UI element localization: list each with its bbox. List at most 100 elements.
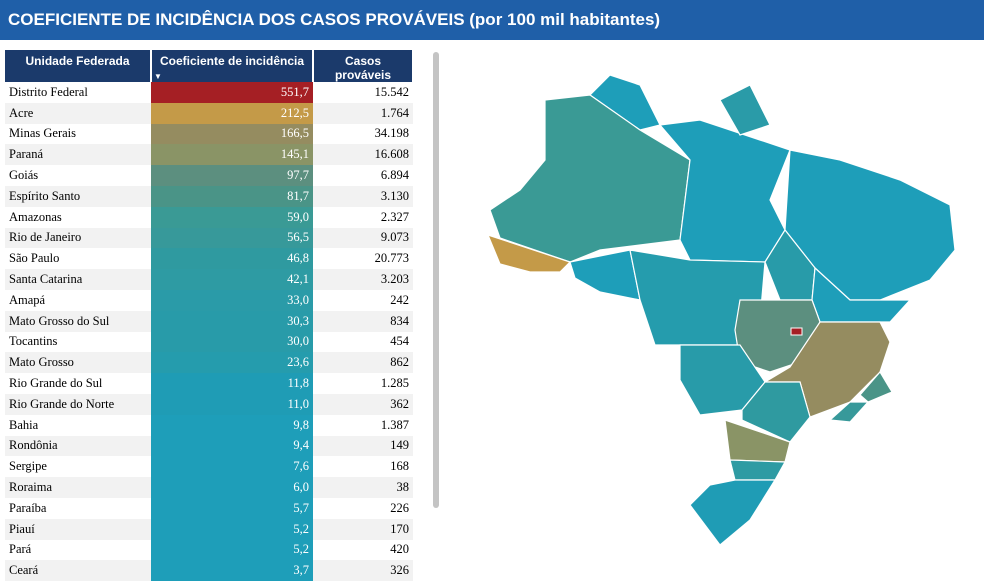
state (762, 321, 891, 418)
table-row[interactable]: Paraíba 5,7 226 (5, 497, 413, 519)
table-row[interactable]: Amapá 33,0 242 (5, 289, 413, 311)
cases: 1.387 (380, 417, 409, 432)
table-row[interactable]: Rio Grande do Sul 11,8 1.285 (5, 373, 413, 394)
state-name: Piauí (5, 518, 151, 540)
cases: 34.198 (374, 126, 409, 141)
cases: 168 (390, 459, 409, 474)
coefficient: 3,7 (151, 560, 313, 581)
coefficient: 11,0 (151, 393, 313, 415)
cases: 170 (313, 518, 413, 540)
state-name: São Paulo (9, 251, 60, 266)
coefficient: 97,7 (151, 165, 313, 186)
cases: 420 (390, 542, 409, 557)
table-row[interactable]: Rio Grande do Norte 11,0 362 (5, 393, 413, 415)
state-name: Mato Grosso do Sul (5, 310, 151, 332)
state-name: Minas Gerais (9, 126, 76, 141)
state-name: Tocantins (9, 334, 58, 349)
table-row[interactable]: Ceará 3,7 326 (5, 560, 413, 581)
table-row[interactable]: Rio de Janeiro 56,5 9.073 (5, 227, 413, 249)
state-name: Espírito Santo (5, 185, 151, 207)
table-row[interactable]: Bahia 9,8 1.387 (5, 414, 413, 436)
table-row[interactable]: Piauí 5,2 170 (5, 518, 413, 540)
title-bar: COEFICIENTE DE INCIDÊNCIA DOS CASOS PROV… (0, 0, 984, 40)
coefficient: 59,0 (151, 206, 313, 228)
state-name: Rio Grande do Sul (9, 376, 103, 391)
cases: 16.608 (313, 144, 413, 166)
table-row[interactable]: Sergipe 7,6 168 (5, 456, 413, 478)
coefficient: 5,2 (151, 518, 313, 540)
cases: 15.542 (374, 84, 409, 99)
cases: 149 (313, 435, 413, 457)
state-name: Goiás (9, 168, 39, 183)
state (486, 234, 572, 273)
state-name: Rio Grande do Norte (5, 393, 151, 415)
state (689, 479, 777, 546)
state (729, 459, 786, 481)
state-name: Sergipe (9, 459, 47, 474)
cases: 3.203 (313, 269, 413, 290)
cases: 862 (313, 352, 413, 374)
table-row[interactable]: Mato Grosso do Sul 30,3 834 (5, 310, 413, 332)
state-name: Amapá (9, 292, 46, 307)
coefficient: 11,8 (151, 373, 313, 394)
table-row[interactable]: Mato Grosso 23,6 862 (5, 352, 413, 374)
table-row[interactable]: Goiás 97,7 6.894 (5, 165, 413, 186)
cases: 326 (313, 560, 413, 581)
cases: 2.327 (380, 209, 409, 224)
table-row[interactable]: Acre 212,5 1.764 (5, 102, 413, 124)
coefficient: 23,6 (151, 352, 313, 374)
sort-arrow: ▼ (154, 72, 162, 81)
state-name: Roraima (5, 477, 151, 498)
cases: 6.894 (380, 168, 409, 183)
table-row[interactable]: Espírito Santo 81,7 3.130 (5, 185, 413, 207)
state (569, 249, 641, 301)
coefficient: 56,5 (151, 227, 313, 249)
cases: 1.764 (313, 102, 413, 124)
table-row[interactable]: Rondônia 9,4 149 (5, 435, 413, 457)
table-row[interactable]: Roraima 6,0 38 (5, 477, 413, 498)
scrollbar[interactable] (433, 52, 439, 508)
coefficient: 5,7 (151, 497, 313, 519)
cases: 38 (313, 477, 413, 498)
coefficient: 166,5 (151, 123, 313, 145)
coefficient: 551,7 (151, 82, 313, 103)
table-row[interactable]: Distrito Federal 551,7 15.542 (5, 82, 413, 103)
state-name: Rio de Janeiro (5, 227, 151, 249)
cases: 3.130 (313, 185, 413, 207)
table-row[interactable]: Pará 5,2 420 (5, 539, 413, 561)
column-header[interactable]: Casos prováveis (313, 50, 414, 82)
state (828, 401, 870, 423)
table-row[interactable]: São Paulo 46,8 20.773 (5, 248, 413, 270)
table-row[interactable]: Minas Gerais 166,5 34.198 (5, 123, 413, 145)
column-header-text: Coeficiente de incidência (159, 54, 305, 68)
cases: 362 (313, 393, 413, 415)
coefficient: 81,7 (151, 185, 313, 207)
column-header[interactable]: Unidade Federada (5, 50, 152, 82)
coefficient: 9,8 (151, 414, 313, 436)
table-row[interactable]: Santa Catarina 42,1 3.203 (5, 269, 413, 290)
state-name: Ceará (5, 560, 151, 581)
coefficient: 7,6 (151, 456, 313, 478)
cases: 1.285 (380, 376, 409, 391)
coefficient: 6,0 (151, 477, 313, 498)
state-name: Amazonas (9, 209, 62, 224)
cases: 454 (390, 334, 409, 349)
table-row[interactable]: Tocantins 30,0 454 (5, 331, 413, 353)
coefficient: 9,4 (151, 435, 313, 457)
state-name: Mato Grosso (5, 352, 151, 374)
table-row[interactable]: Paraná 145,1 16.608 (5, 144, 413, 166)
cases: 226 (390, 500, 409, 515)
state (489, 94, 691, 263)
coefficient: 46,8 (151, 248, 313, 270)
coefficient: 30,0 (151, 331, 313, 353)
cases: 834 (313, 310, 413, 332)
state (719, 84, 771, 136)
coefficient: 212,5 (151, 102, 313, 124)
cases: 9.073 (313, 227, 413, 249)
column-header[interactable]: Coeficiente de incidência ▼ (151, 50, 314, 82)
table-row[interactable]: Amazonas 59,0 2.327 (5, 206, 413, 228)
state-df (790, 327, 803, 336)
coefficient: 5,2 (151, 539, 313, 561)
cases: 20.773 (374, 251, 409, 266)
